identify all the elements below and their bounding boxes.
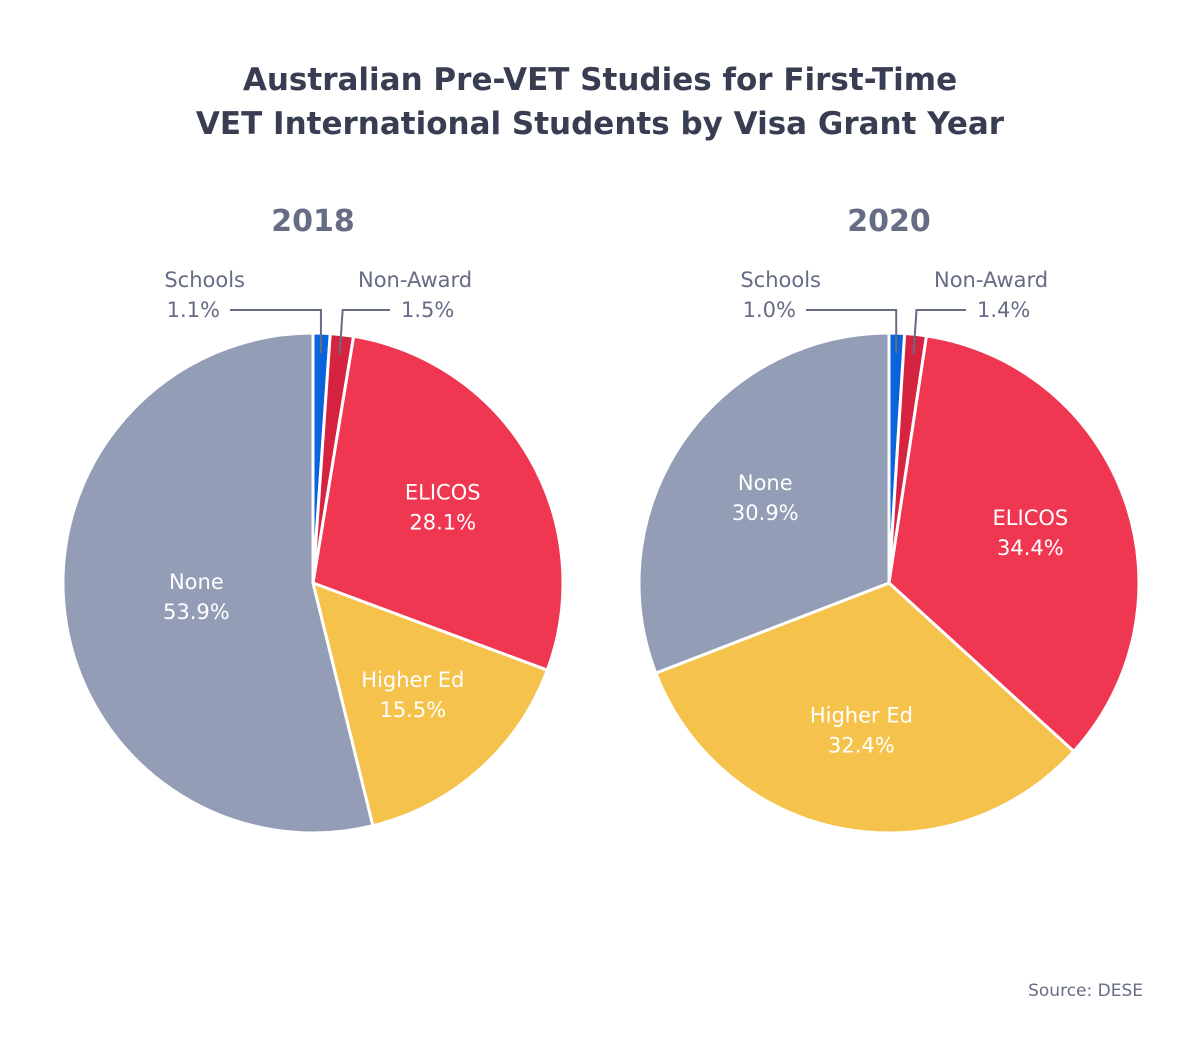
leader-line-2018-non-award <box>338 309 390 355</box>
slice-label-2020-schools: Schools <box>740 268 821 292</box>
slice-label-2020-non-award: Non-Award <box>934 268 1048 292</box>
slice-2018-higher-ed <box>311 581 549 828</box>
leader-line-2018-schools <box>230 309 322 354</box>
slice-label-2018-none: None <box>169 570 224 594</box>
slice-label-2020-none: None <box>738 471 793 495</box>
slice-value-2018-schools: 1.1% <box>167 298 220 322</box>
slice-label-2018-schools: Schools <box>164 268 245 292</box>
slice-value-2020-elicos: 34.4% <box>997 536 1064 560</box>
slice-2020-elicos <box>887 334 1141 753</box>
pie-2020-title: 2020 <box>847 204 931 239</box>
leader-line-2020-non-award <box>912 309 966 355</box>
slice-2020-higher-ed <box>654 581 1076 835</box>
leader-line-2020-schools <box>806 309 898 354</box>
slice-2020-none <box>637 331 891 675</box>
source-note: Source: DESE <box>1028 981 1143 1001</box>
slice-value-2020-non-award: 1.4% <box>977 298 1030 322</box>
slice-value-2020-schools: 1.0% <box>743 298 796 322</box>
slice-label-2018-elicos: ELICOS <box>405 481 481 505</box>
slice-value-2018-elicos: 28.1% <box>409 511 476 535</box>
slice-2018-elicos <box>311 334 565 672</box>
chart-title-line2: VET International Students by Visa Grant… <box>196 106 1005 142</box>
slice-value-2020-none: 30.9% <box>732 501 799 525</box>
slice-2018-none <box>61 331 375 835</box>
slice-value-2018-none: 53.9% <box>163 600 230 624</box>
slice-value-2020-higher-ed: 32.4% <box>828 733 895 757</box>
slice-label-2020-elicos: ELICOS <box>993 506 1069 530</box>
pie-2018-title: 2018 <box>271 204 355 239</box>
slice-label-2018-non-award: Non-Award <box>358 268 472 292</box>
slice-label-2020-higher-ed: Higher Ed <box>810 703 913 727</box>
slice-value-2018-higher-ed: 15.5% <box>379 698 446 722</box>
slice-value-2018-non-award: 1.5% <box>401 298 454 322</box>
slice-label-2018-higher-ed: Higher Ed <box>361 668 464 692</box>
chart-title-line1: Australian Pre-VET Studies for First-Tim… <box>243 62 957 98</box>
